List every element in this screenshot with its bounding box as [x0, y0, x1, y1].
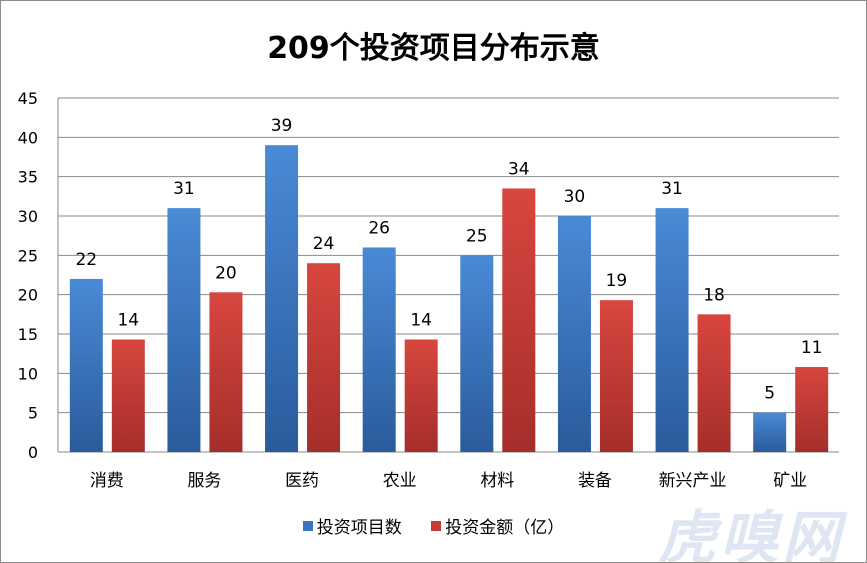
- bar-projects: [362, 247, 396, 452]
- x-tick-label: 医药: [285, 471, 319, 491]
- data-label: 11: [801, 338, 823, 358]
- data-label: 14: [117, 311, 139, 331]
- x-tick-label: 新兴产业: [659, 471, 727, 491]
- bar-amount: [209, 292, 243, 452]
- bar-projects: [167, 208, 201, 452]
- x-tick-label: 消费: [90, 471, 124, 491]
- legend: 投资项目数 投资金额（亿）: [1, 513, 866, 538]
- data-label: 39: [271, 116, 293, 136]
- x-tick-label: 装备: [578, 471, 612, 491]
- y-tick-label: 5: [28, 404, 38, 423]
- y-tick-label: 0: [28, 443, 38, 462]
- x-tick-label: 矿业: [773, 471, 807, 491]
- data-label: 22: [75, 250, 97, 270]
- data-label: 19: [606, 271, 628, 291]
- data-label: 31: [173, 179, 195, 199]
- bar-amount: [307, 263, 341, 452]
- bar-amount: [697, 314, 731, 452]
- y-tick-label: 25: [18, 246, 38, 265]
- bar-projects: [265, 145, 299, 452]
- data-label: 18: [703, 285, 725, 305]
- data-label: 25: [466, 226, 488, 246]
- y-tick-label: 15: [18, 325, 38, 344]
- bar-amount: [404, 339, 438, 452]
- y-tick-label: 35: [18, 168, 38, 187]
- y-tick-label: 30: [18, 207, 38, 226]
- legend-label: 投资项目数: [316, 518, 402, 538]
- bar-projects: [753, 412, 787, 452]
- data-label: 26: [368, 218, 390, 238]
- bar-projects: [460, 255, 494, 452]
- bar-projects: [557, 216, 591, 452]
- chart-title: 209个投资项目分布示意: [267, 31, 600, 66]
- data-label: 5: [764, 384, 775, 404]
- legend-swatch-blue: [302, 520, 313, 531]
- y-tick-label: 45: [18, 89, 38, 108]
- data-label: 30: [564, 187, 586, 207]
- bar-projects: [69, 278, 103, 452]
- data-label: 34: [508, 159, 530, 179]
- bar-amount: [795, 367, 829, 452]
- bar-amount: [599, 300, 633, 452]
- legend-item-projects[interactable]: 投资项目数: [302, 513, 402, 538]
- watermark-logo: 虎嗅网: [657, 504, 844, 563]
- y-tick-label: 10: [18, 364, 38, 383]
- data-label: 14: [410, 311, 432, 331]
- x-tick-label: 材料: [480, 471, 514, 491]
- data-label: 31: [661, 179, 683, 199]
- x-tick-label: 服务: [187, 471, 221, 491]
- legend-swatch-red: [431, 520, 442, 531]
- data-label: 20: [215, 263, 237, 283]
- bar-amount: [502, 188, 536, 452]
- bar-amount: [111, 339, 145, 452]
- y-tick-label: 40: [18, 128, 38, 147]
- x-tick-label: 农业: [383, 471, 417, 491]
- bar-projects: [655, 208, 689, 452]
- legend-label: 投资金额（亿）: [445, 518, 565, 538]
- data-label: 24: [313, 234, 335, 254]
- y-tick-label: 20: [18, 286, 38, 305]
- legend-item-amount[interactable]: 投资金额（亿）: [431, 513, 564, 538]
